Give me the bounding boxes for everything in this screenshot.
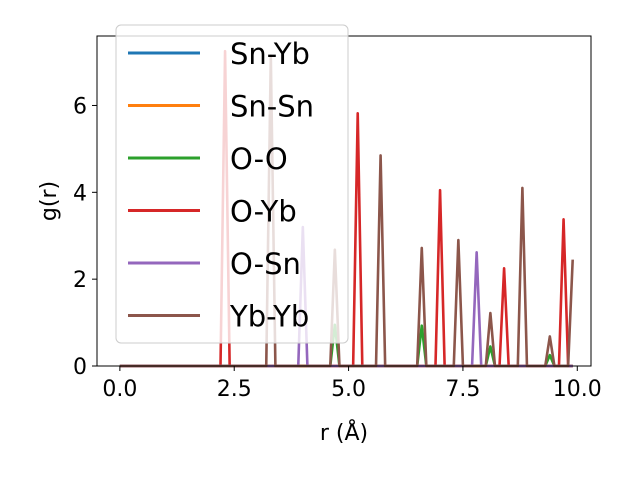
x-tick-label: 10.0 [553, 377, 602, 402]
y-axis: 0 2 4 6 [73, 94, 97, 380]
y-tick-label: 6 [73, 94, 87, 119]
x-tick-label: 2.5 [217, 377, 252, 402]
y-axis-label: g(r) [37, 181, 62, 221]
legend: Sn-Yb Sn-Sn O-O O-Yb O-Sn Yb-Yb [115, 24, 349, 344]
legend-label: Sn-Sn [230, 90, 314, 124]
y-tick-label: 4 [73, 181, 87, 206]
legend-label: Sn-Yb [230, 37, 310, 71]
x-axis: 0.0 2.5 5.0 7.5 10.0 [102, 366, 602, 402]
legend-box [115, 24, 349, 344]
x-tick-label: 5.0 [331, 377, 366, 402]
legend-label: O-Sn [230, 247, 301, 281]
x-tick-label: 0.0 [102, 377, 137, 402]
legend-label: Yb-Yb [229, 300, 309, 334]
legend-label: O-O [230, 142, 288, 176]
y-tick-label: 2 [73, 268, 87, 293]
legend-label: O-Yb [230, 195, 297, 229]
x-axis-label: r (Å) [320, 419, 368, 446]
x-tick-label: 7.5 [445, 377, 480, 402]
y-tick-label: 0 [73, 355, 87, 380]
